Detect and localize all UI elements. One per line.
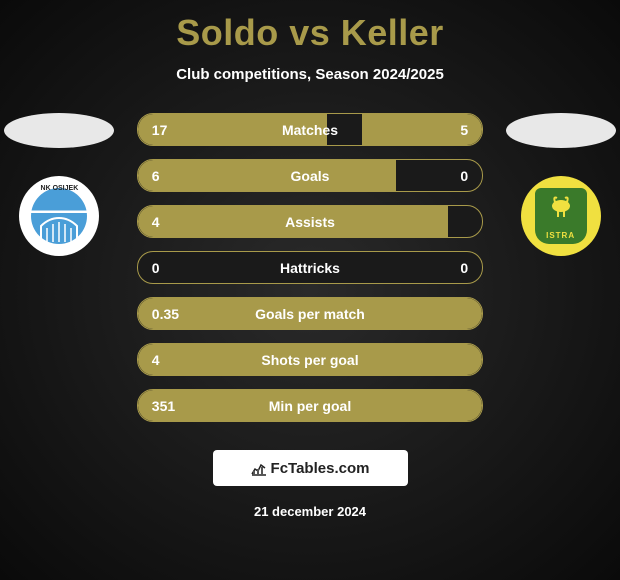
stat-label: Hattricks bbox=[280, 260, 340, 276]
watermark-text: FcTables.com bbox=[271, 460, 370, 477]
stat-label: Matches bbox=[282, 122, 338, 138]
bridge-icon bbox=[39, 214, 79, 244]
club-logo-istra: ISTRA bbox=[521, 176, 601, 256]
page-title: Soldo vs Keller bbox=[0, 0, 620, 54]
left-player-column: NK OSIJEK bbox=[0, 113, 119, 256]
club-logo-osijek-label: NK OSIJEK bbox=[41, 185, 79, 192]
comparison-content: NK OSIJEK 17 Matches 5 6 Goals 0 4 Assists 0 Hatt… bbox=[0, 113, 620, 422]
stat-value-left: 4 bbox=[152, 352, 160, 368]
player-silhouette-left bbox=[4, 113, 114, 148]
stat-value-left: 0 bbox=[152, 260, 160, 276]
stat-value-left: 4 bbox=[152, 214, 160, 230]
stat-row: 6 Goals 0 bbox=[137, 159, 483, 192]
player-silhouette-right bbox=[506, 113, 616, 148]
stat-label: Shots per goal bbox=[261, 352, 358, 368]
stat-row: 0.35 Goals per match bbox=[137, 297, 483, 330]
stat-row: 4 Shots per goal bbox=[137, 343, 483, 376]
stat-row: 17 Matches 5 bbox=[137, 113, 483, 146]
stat-label: Goals bbox=[291, 168, 330, 184]
stat-row: 351 Min per goal bbox=[137, 389, 483, 422]
stat-label: Min per goal bbox=[269, 398, 351, 414]
stat-value-right: 0 bbox=[460, 260, 468, 276]
stat-label: Goals per match bbox=[255, 306, 365, 322]
stat-row: 0 Hattricks 0 bbox=[137, 251, 483, 284]
club-logo-osijek: NK OSIJEK bbox=[19, 176, 99, 256]
stat-value-left: 6 bbox=[152, 168, 160, 184]
chart-icon bbox=[251, 460, 267, 476]
subtitle: Club competitions, Season 2024/2025 bbox=[0, 66, 620, 83]
stat-value-left: 0.35 bbox=[152, 306, 179, 322]
stat-value-right: 0 bbox=[460, 168, 468, 184]
stat-fill-left bbox=[138, 160, 396, 191]
right-player-column: ISTRA bbox=[501, 113, 620, 256]
stat-value-right: 5 bbox=[460, 122, 468, 138]
date-label: 21 december 2024 bbox=[0, 504, 620, 519]
goat-icon bbox=[535, 192, 587, 226]
club-logo-istra-label: ISTRA bbox=[535, 231, 587, 240]
stat-value-left: 351 bbox=[152, 398, 175, 414]
stats-container: 17 Matches 5 6 Goals 0 4 Assists 0 Hattricks 0 0.35… bbox=[137, 113, 483, 422]
stat-value-left: 17 bbox=[152, 122, 168, 138]
stat-row: 4 Assists bbox=[137, 205, 483, 238]
watermark-badge: FcTables.com bbox=[213, 450, 408, 486]
stat-label: Assists bbox=[285, 214, 335, 230]
